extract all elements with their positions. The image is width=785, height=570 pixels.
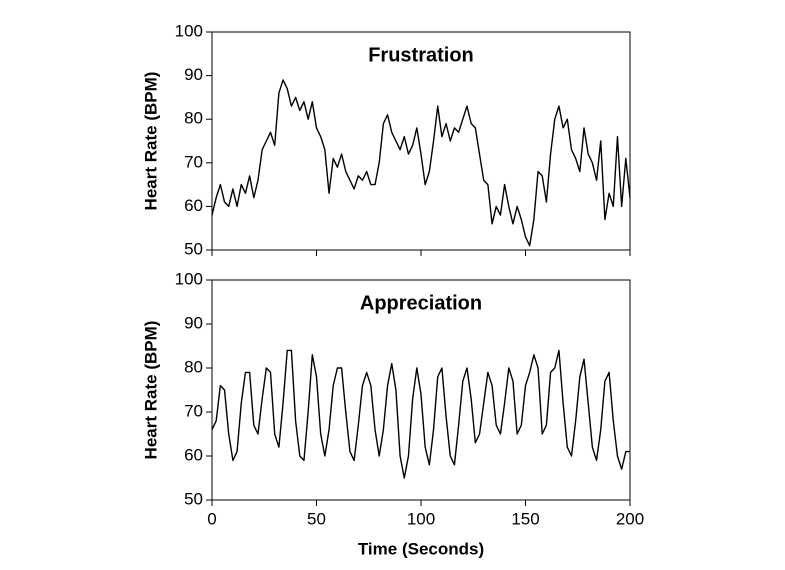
y-tick-label: 60 (184, 196, 203, 215)
x-tick-label: 0 (207, 509, 216, 528)
y-tick-label: 90 (184, 65, 203, 84)
x-tick-label: 150 (511, 509, 539, 528)
y-tick-label: 90 (184, 313, 203, 332)
data-line (211, 349, 630, 479)
y-axis-label: Heart Rate (BPM) (141, 72, 160, 211)
chart-title: Appreciation (360, 292, 482, 314)
y-tick-label: 100 (175, 21, 203, 40)
x-tick-label: 200 (616, 509, 644, 528)
x-tick-label: 100 (407, 509, 435, 528)
y-tick-label: 70 (184, 152, 203, 171)
data-line (211, 79, 631, 247)
y-tick-label: 60 (184, 445, 203, 464)
y-tick-label: 100 (175, 269, 203, 288)
x-tick-label: 50 (307, 509, 326, 528)
y-axis-label: Heart Rate (BPM) (141, 321, 160, 460)
chart-title: Frustration (368, 44, 474, 66)
y-tick-label: 80 (184, 357, 203, 376)
y-tick-label: 50 (184, 489, 203, 508)
y-tick-label: 80 (184, 109, 203, 128)
y-tick-label: 50 (184, 239, 203, 258)
y-tick-label: 70 (184, 401, 203, 420)
x-axis-label: Time (Seconds) (358, 539, 484, 558)
